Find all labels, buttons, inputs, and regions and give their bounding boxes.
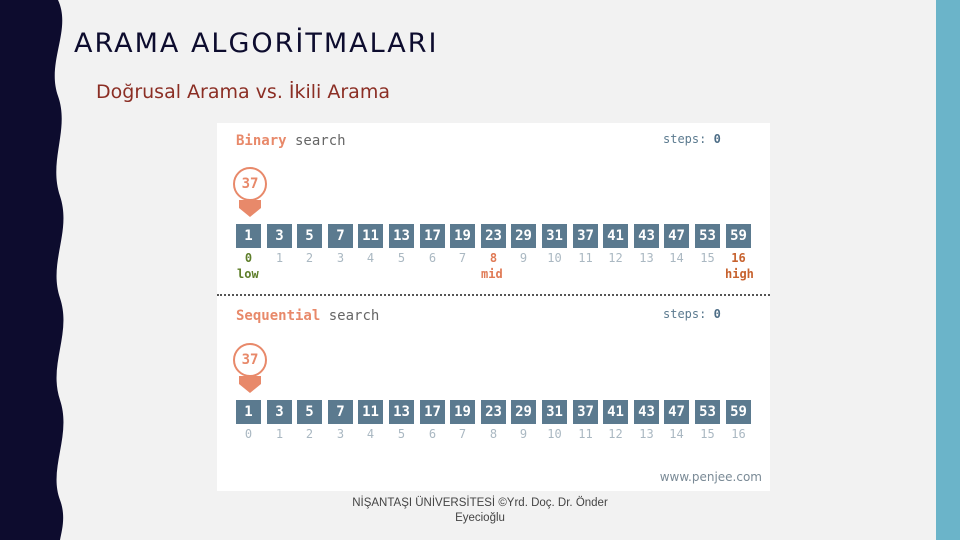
array-cell: 17 bbox=[420, 224, 445, 248]
marker-pointer-icon bbox=[239, 384, 261, 393]
array-index: 14 bbox=[669, 251, 684, 265]
array-cell: 43 bbox=[634, 224, 659, 248]
array-index: 5 bbox=[397, 427, 406, 441]
marker-stem bbox=[239, 200, 261, 208]
binary-steps-label: steps: bbox=[663, 132, 714, 146]
array-index: 1 bbox=[275, 427, 284, 441]
array-cell: 11 bbox=[358, 400, 383, 424]
array-cell: 37 bbox=[573, 400, 598, 424]
search-comparison-figure: Binary search steps: 0 37 1 3 5 7 11 13 17 19 23… bbox=[217, 123, 770, 491]
array-index: 12 bbox=[608, 427, 623, 441]
array-cell: 59 bbox=[726, 400, 751, 424]
array-index: 11 bbox=[578, 251, 593, 265]
sequential-search-title: Sequential search bbox=[236, 308, 379, 324]
array-cell: 47 bbox=[664, 224, 689, 248]
array-index: 16 bbox=[731, 427, 746, 441]
section-divider bbox=[217, 294, 770, 296]
array-cell: 29 bbox=[511, 400, 536, 424]
high-pointer-label: high bbox=[725, 267, 754, 281]
sequential-title-rest: search bbox=[320, 308, 380, 324]
sequential-steps-value: 0 bbox=[713, 307, 721, 321]
array-cell: 43 bbox=[634, 400, 659, 424]
right-accent-bar bbox=[936, 0, 960, 540]
array-cell: 3 bbox=[267, 224, 292, 248]
sequential-target-value: 37 bbox=[233, 343, 267, 377]
array-cell: 5 bbox=[297, 224, 322, 248]
array-cell: 23 bbox=[481, 400, 506, 424]
array-index: 0 bbox=[244, 251, 253, 265]
array-index: 14 bbox=[669, 427, 684, 441]
array-index: 4 bbox=[366, 427, 375, 441]
array-cell: 7 bbox=[328, 224, 353, 248]
array-cell: 7 bbox=[328, 400, 353, 424]
sequential-target-marker: 37 bbox=[233, 343, 267, 393]
array-index: 13 bbox=[639, 251, 654, 265]
array-index: 12 bbox=[608, 251, 623, 265]
marker-pointer-icon bbox=[239, 208, 261, 217]
binary-title-highlight: Binary bbox=[236, 133, 287, 149]
array-cell: 17 bbox=[420, 400, 445, 424]
slide-subtitle: Doğrusal Arama vs. İkili Arama bbox=[96, 81, 390, 103]
binary-title-rest: search bbox=[286, 133, 346, 149]
array-cell: 11 bbox=[358, 224, 383, 248]
array-index: 16 bbox=[731, 251, 746, 265]
array-index: 8 bbox=[489, 251, 498, 265]
array-cell: 13 bbox=[389, 400, 414, 424]
array-index: 10 bbox=[547, 251, 562, 265]
array-cell: 23 bbox=[481, 224, 506, 248]
array-cell: 1 bbox=[236, 400, 261, 424]
array-index: 2 bbox=[305, 427, 314, 441]
left-wave-decoration bbox=[0, 0, 64, 540]
binary-target-value: 37 bbox=[233, 167, 267, 201]
array-cell: 31 bbox=[542, 400, 567, 424]
array-index: 4 bbox=[366, 251, 375, 265]
array-index: 7 bbox=[458, 427, 467, 441]
array-cell: 41 bbox=[603, 400, 628, 424]
array-cell: 31 bbox=[542, 224, 567, 248]
array-index: 2 bbox=[305, 251, 314, 265]
array-cell: 37 bbox=[573, 224, 598, 248]
array-index: 6 bbox=[428, 251, 437, 265]
slide-footer: NİŞANTAŞI ÜNİVERSİTESİ ©Yrd. Doç. Dr. Ön… bbox=[352, 497, 608, 524]
binary-steps-value: 0 bbox=[713, 132, 721, 146]
binary-search-title: Binary search bbox=[236, 133, 346, 149]
array-cell: 19 bbox=[450, 224, 475, 248]
binary-target-marker: 37 bbox=[233, 167, 267, 217]
array-cell: 53 bbox=[695, 224, 720, 248]
array-index: 3 bbox=[336, 251, 345, 265]
array-index: 0 bbox=[244, 427, 253, 441]
array-index: 15 bbox=[700, 427, 715, 441]
array-index: 10 bbox=[547, 427, 562, 441]
array-cell: 5 bbox=[297, 400, 322, 424]
array-index: 9 bbox=[519, 427, 528, 441]
marker-stem bbox=[239, 376, 261, 384]
sequential-steps-counter: steps: 0 bbox=[663, 307, 721, 321]
array-index: 7 bbox=[458, 251, 467, 265]
array-cell: 3 bbox=[267, 400, 292, 424]
array-index: 5 bbox=[397, 251, 406, 265]
sequential-title-highlight: Sequential bbox=[236, 308, 321, 324]
binary-steps-counter: steps: 0 bbox=[663, 132, 721, 146]
low-pointer-label: low bbox=[237, 267, 259, 281]
array-index: 9 bbox=[519, 251, 528, 265]
array-index: 13 bbox=[639, 427, 654, 441]
array-cell: 13 bbox=[389, 224, 414, 248]
array-index: 1 bbox=[275, 251, 284, 265]
array-index: 3 bbox=[336, 427, 345, 441]
array-cell: 19 bbox=[450, 400, 475, 424]
figure-credit: www.penjee.com bbox=[659, 470, 762, 484]
array-cell: 41 bbox=[603, 224, 628, 248]
mid-pointer-label: mid bbox=[481, 267, 503, 281]
array-cell: 1 bbox=[236, 224, 261, 248]
array-cell: 29 bbox=[511, 224, 536, 248]
array-cell: 59 bbox=[726, 224, 751, 248]
sequential-steps-label: steps: bbox=[663, 307, 714, 321]
array-cell: 53 bbox=[695, 400, 720, 424]
array-cell: 47 bbox=[664, 400, 689, 424]
slide-title: ARAMA ALGORİTMALARI bbox=[74, 28, 439, 59]
array-index: 15 bbox=[700, 251, 715, 265]
array-index: 6 bbox=[428, 427, 437, 441]
array-index: 8 bbox=[489, 427, 498, 441]
array-index: 11 bbox=[578, 427, 593, 441]
